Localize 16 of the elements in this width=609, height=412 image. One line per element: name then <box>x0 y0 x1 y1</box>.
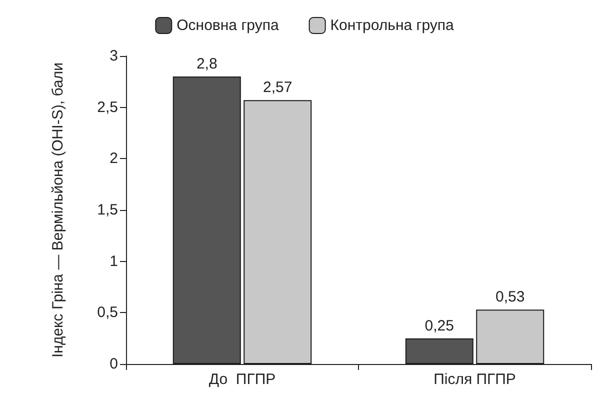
data-label: 2,8 <box>196 56 218 73</box>
x-tick-label: До ПГПР <box>208 371 276 388</box>
data-label: 0,53 <box>496 288 525 306</box>
data-label: 0,25 <box>424 317 454 334</box>
y-tick-label: 0,5 <box>97 304 118 322</box>
y-tick-label: 1 <box>110 252 118 270</box>
legend-label: Основна група <box>176 17 280 34</box>
y-tick-label: 3 <box>110 48 118 64</box>
y-tick-label: 1,5 <box>97 202 118 218</box>
y-tick-label: 0 <box>110 356 118 372</box>
y-tick-label: 2,5 <box>97 98 118 116</box>
x-tick-label: Після ПГПР <box>434 371 516 388</box>
data-label: 2,57 <box>263 79 292 96</box>
y-axis-title: Індекс Гріна — Вермільйона (OHI-S), бали <box>50 62 66 358</box>
y-tick-label: 2 <box>110 150 118 168</box>
legend-label: Контрольна група <box>330 17 455 34</box>
